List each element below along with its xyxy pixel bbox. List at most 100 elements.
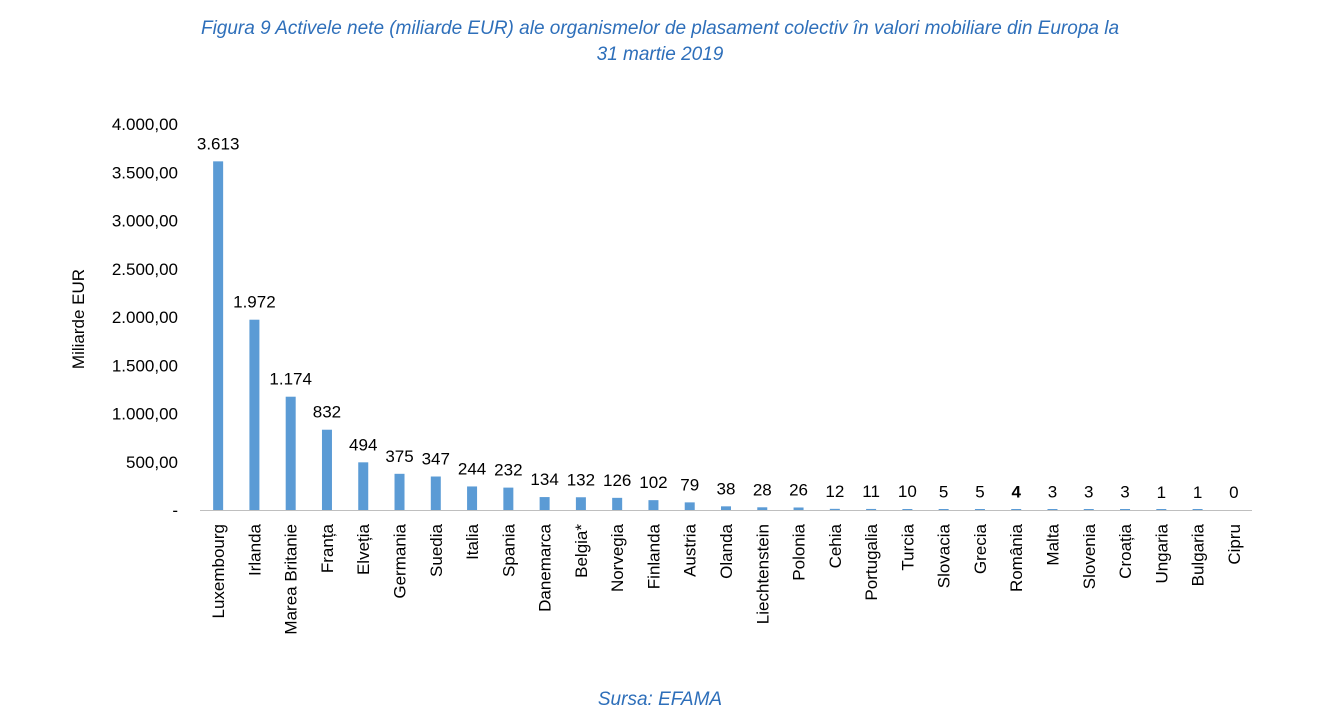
bar (285, 396, 296, 510)
y-axis-title: Miliarde EUR (69, 269, 88, 369)
x-tick-label: Slovacia (935, 523, 954, 588)
bar (1011, 509, 1022, 510)
data-label: 126 (603, 471, 631, 490)
source-note: Sursa: EFAMA (597, 689, 723, 710)
data-label: 79 (680, 475, 699, 494)
bar (539, 497, 550, 510)
data-label: 38 (717, 479, 736, 498)
data-label: 347 (422, 450, 450, 469)
bar (612, 497, 623, 510)
x-tick-label: Cehia (826, 523, 845, 568)
data-label: 5 (939, 483, 948, 502)
chart-title: Figura 9 Activele nete (miliarde EUR) al… (0, 16, 1320, 68)
data-label: 232 (494, 461, 522, 480)
bar (793, 507, 804, 510)
x-tick-label: Elveția (354, 523, 373, 575)
bar (575, 497, 586, 510)
bar (467, 486, 478, 510)
x-tick-label: Luxembourg (209, 524, 228, 619)
bar (358, 462, 369, 510)
chart-title-line2: 31 martie 2019 (596, 44, 724, 65)
data-label: 1.174 (269, 370, 312, 389)
data-label: 3 (1048, 483, 1057, 502)
data-label: 28 (753, 480, 772, 499)
x-tick-label: Polonia (790, 523, 809, 580)
y-tick-label: - (172, 501, 178, 520)
bar (829, 508, 840, 510)
x-tick-label: Slovenia (1080, 523, 1099, 589)
data-label: 26 (789, 480, 808, 499)
bar (394, 473, 405, 510)
data-label: 1.972 (233, 293, 276, 312)
y-tick-label: 3.000,00 (112, 212, 178, 231)
data-label: 1 (1193, 483, 1202, 502)
x-axis: Luxembourg Irlanda Marea Britanie Franța Elv… (200, 510, 1252, 635)
data-label: 132 (567, 470, 595, 489)
bar (1083, 509, 1094, 510)
data-label: 375 (385, 447, 413, 466)
bar (1120, 509, 1131, 510)
x-tick-label: Grecia (971, 523, 990, 574)
bar (213, 161, 224, 510)
x-tick-label: Irlanda (245, 523, 264, 576)
bar (684, 502, 695, 510)
x-tick-label: Bulgaria (1189, 523, 1208, 586)
x-tick-label: Turcia (898, 523, 917, 570)
data-label: 134 (530, 470, 558, 489)
y-tick-label: 2.000,00 (112, 308, 178, 327)
data-label: 244 (458, 459, 486, 478)
x-tick-label: Liechtenstein (753, 524, 772, 624)
bar (721, 506, 731, 510)
bar (321, 429, 332, 510)
chart-title-line1: Figura 9 Activele nete (miliarde EUR) al… (200, 18, 1120, 39)
data-label: 5 (975, 483, 984, 502)
x-tick-label: Cipru (1225, 524, 1244, 565)
y-tick-label: 1.500,00 (112, 356, 178, 375)
x-tick-label: România (1007, 523, 1026, 592)
bar (866, 508, 877, 510)
x-tick-label: Danemarca (536, 523, 555, 611)
x-tick-label: Germania (391, 523, 410, 598)
x-tick-label: Olanda (717, 523, 736, 578)
x-tick-label: Finlanda (644, 523, 663, 589)
data-label: 3.613 (197, 134, 240, 153)
bar (430, 476, 441, 510)
bar (503, 487, 514, 510)
bar (902, 509, 913, 510)
y-tick-label: 1.000,00 (112, 405, 178, 424)
data-label: 0 (1229, 483, 1238, 502)
data-label: 3 (1120, 483, 1129, 502)
data-label: 10 (898, 482, 917, 501)
y-tick-label: 2.500,00 (112, 260, 178, 279)
data-label: 494 (349, 435, 377, 454)
x-tick-label: Belgia* (572, 524, 591, 578)
x-tick-label: Malta (1043, 523, 1062, 565)
y-tick-label: 3.500,00 (112, 163, 178, 182)
bar (1047, 509, 1058, 510)
data-label: 12 (825, 482, 844, 501)
data-label: 1 (1157, 483, 1166, 502)
x-tick-label: Ungaria (1152, 523, 1171, 583)
data-label: 102 (639, 473, 667, 492)
bar (648, 500, 659, 510)
y-axis: - 500,00 1.000,00 1.500,00 2.000,00 2.500,00 3… (69, 115, 178, 520)
bar (938, 509, 949, 510)
x-tick-label: Franța (318, 523, 337, 573)
bar (757, 507, 768, 510)
data-label: 11 (862, 482, 880, 501)
x-tick-label: Suedia (427, 523, 446, 576)
x-tick-label: Norvegia (608, 523, 627, 592)
y-tick-label: 4.000,00 (112, 115, 178, 134)
data-label: 3 (1084, 483, 1093, 502)
bar (1192, 509, 1203, 510)
y-tick-label: 500,00 (126, 453, 178, 472)
x-tick-label: Croația (1116, 523, 1135, 578)
data-label: 832 (313, 403, 341, 422)
x-tick-label: Portugalia (862, 523, 881, 600)
data-label: 4 (1011, 483, 1021, 502)
bar (249, 319, 260, 510)
x-tick-label: Marea Britanie (282, 524, 301, 635)
bar (974, 509, 985, 510)
